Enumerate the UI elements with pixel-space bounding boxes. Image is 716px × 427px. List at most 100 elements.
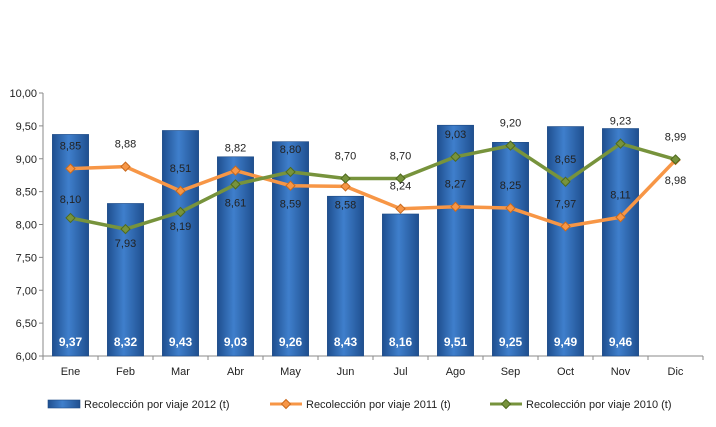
data-point-marker [505, 202, 516, 214]
data-point-label: 7,97 [555, 198, 576, 210]
bar [437, 124, 474, 357]
data-point-label: 8,80 [280, 144, 301, 156]
data-point-marker [560, 176, 571, 187]
data-point-marker [450, 151, 461, 162]
data-point-label: 8,51 [170, 163, 191, 175]
data-point-label: 9,23 [610, 116, 631, 128]
data-labels: 9,37 8,32 9,43 9,03 9,26 8,43 8,16 9,51 9,25 9,49… [59, 116, 686, 349]
x-tick-label: Jul [393, 366, 407, 378]
y-tick-label: 10,00 [9, 88, 37, 100]
data-point-label: 8,25 [500, 180, 521, 192]
series-line [70, 158, 677, 229]
data-point-label: 8,24 [390, 181, 411, 193]
data-point-marker [230, 165, 241, 176]
data-point-marker [615, 138, 626, 149]
bar [492, 142, 529, 357]
legend-label: Recolección por viaje 2011 (t) [306, 399, 451, 411]
bar-value-label: 9,25 [499, 335, 523, 349]
bar [162, 130, 199, 357]
data-point-marker [340, 181, 351, 192]
x-tick-label: Sep [501, 366, 521, 378]
data-point-label: 8,10 [60, 194, 81, 206]
legend-swatch-bar [47, 399, 81, 409]
bar-value-label: 9,46 [609, 335, 633, 349]
data-point-label: 8,88 [115, 139, 136, 151]
y-tick-label: 7,50 [16, 252, 37, 264]
data-point-label: 8,11 [610, 189, 631, 201]
axes: 6,00 6,50 7,00 7,50 8,00 8,50 9,00 9,50 10,00 Ene… [9, 88, 704, 378]
y-tick-label: 6,00 [16, 351, 37, 363]
x-tick-label: Ago [446, 366, 466, 378]
data-point-label: 8,99 [665, 131, 686, 143]
bar [327, 195, 364, 357]
data-point-label: 8,70 [335, 150, 356, 162]
data-point-marker [120, 161, 131, 172]
bar-value-label: 8,16 [389, 335, 413, 349]
x-tick-label: Nov [611, 366, 631, 378]
bar-value-label: 9,51 [444, 335, 468, 349]
y-tick-label: 9,00 [16, 154, 37, 166]
bar-value-label: 9,49 [554, 335, 578, 349]
data-point-marker [285, 180, 296, 191]
data-point-marker [285, 166, 296, 178]
y-tick-label: 8,00 [16, 220, 37, 232]
data-point-marker [395, 173, 406, 184]
bar [382, 213, 419, 357]
bar [272, 141, 309, 357]
line-series [65, 138, 681, 235]
data-point-marker [615, 212, 626, 223]
bar-value-label: 8,32 [114, 335, 138, 349]
x-tick-label: May [280, 366, 301, 378]
data-point-label: 8,85 [60, 141, 81, 153]
legend-label: Recolección por viaje 2012 (t) [84, 399, 230, 411]
y-tick-label: 9,50 [16, 121, 37, 133]
data-point-label: 8,61 [225, 197, 246, 209]
data-point-label: 8,65 [555, 154, 576, 166]
x-tick-label: Dic [668, 366, 684, 378]
x-tick-label: Abr [227, 366, 244, 378]
data-point-label: 8,98 [665, 175, 686, 187]
y-tick-label: 8,50 [16, 187, 37, 199]
data-point-marker [175, 185, 186, 197]
data-point-label: 8,70 [390, 150, 411, 162]
bar-value-label: 9,03 [224, 335, 248, 349]
data-point-marker [120, 223, 131, 235]
data-point-marker [340, 173, 351, 184]
legend-label: Recolección por viaje 2010 (t) [526, 399, 672, 411]
legend-swatch-marker [500, 398, 512, 410]
data-point-marker [65, 212, 76, 224]
bar [602, 128, 639, 357]
data-point-label: 8,82 [225, 143, 246, 155]
data-point-marker [505, 140, 516, 151]
data-point-marker [450, 201, 461, 212]
data-point-label: 8,58 [335, 199, 356, 211]
data-point-label: 9,03 [445, 129, 466, 141]
data-point-marker [230, 179, 241, 190]
data-point-marker [175, 206, 186, 218]
x-tick-label: Mar [171, 366, 190, 378]
data-point-label: 8,59 [280, 199, 301, 211]
series-line [70, 141, 676, 231]
legend: Recolección por viaje 2012 (t) Recolecció… [47, 398, 672, 411]
data-point-marker [65, 163, 76, 174]
legend-swatch-marker [280, 398, 292, 410]
data-point-marker [560, 221, 571, 232]
data-point-label: 9,20 [500, 118, 521, 130]
x-tick-label: Ene [61, 366, 81, 378]
data-point-label: 7,93 [115, 238, 136, 250]
x-tick-label: Feb [116, 366, 135, 378]
x-tick-label: Jun [337, 366, 355, 378]
y-tick-label: 7,00 [16, 285, 37, 297]
data-point-marker [395, 203, 406, 214]
bar-value-label: 9,26 [279, 335, 303, 349]
bar-value-label: 8,43 [334, 335, 358, 349]
data-point-label: 8,19 [170, 221, 191, 233]
bar-value-label: 9,37 [59, 335, 83, 349]
bar [547, 126, 584, 357]
bar-value-label: 9,43 [169, 335, 193, 349]
data-point-marker [670, 154, 681, 165]
y-tick-label: 6,50 [16, 318, 37, 330]
data-point-label: 8,27 [445, 179, 466, 191]
x-tick-label: Oct [557, 366, 574, 378]
